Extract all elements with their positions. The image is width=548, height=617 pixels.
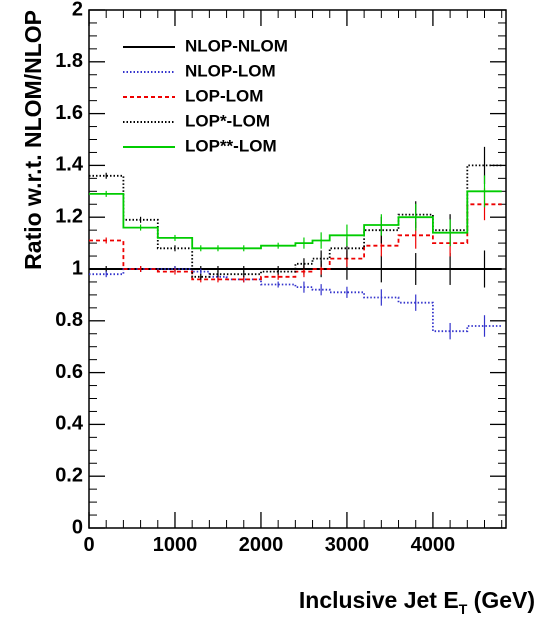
x-tick-label: 0 [83,534,94,556]
axis-ticks: 0 0.2 0.4 0.6 0.8 1 1.2 1.4 1.6 1.8 2 0 1000 2000 3000… [55,0,506,556]
legend: NLOP-NLOM NLOP-LOM LOP-LOM LOP*-LOM LOP**-LO… [123,36,288,155]
y-axis-title: Ratio w.r.t. NLOM/NLOP [20,10,46,270]
y-tick-label: 1.6 [55,102,83,124]
series-line-3 [89,164,502,278]
legend-label-4: LOP**-LOM [185,136,277,155]
legend-label-3: LOP*-LOM [185,111,270,130]
x-tick-label: 4000 [411,534,456,556]
y-tick-label: 1 [72,257,83,279]
legend-label-1: NLOP-LOM [185,61,276,80]
y-tick-label: 0.8 [55,309,83,331]
x-axis-title-unit: (GeV) [467,587,535,613]
x-axis-title-subscript: T [459,601,468,617]
y-tick-label: 1.2 [55,205,83,227]
y-tick-label: 0.2 [55,464,83,486]
x-tick-label: 2000 [239,534,284,556]
legend-label-0: NLOP-NLOM [185,36,288,55]
y-tick-label: 0 [72,516,83,538]
series-line-1 [89,268,502,333]
x-axis-title: Inclusive Jet ET (GeV) [299,587,535,617]
y-tick-label: 1.8 [55,50,83,72]
y-tick-label: 0.6 [55,361,83,383]
x-tick-label: 1000 [153,534,198,556]
y-tick-label: 2 [72,0,83,20]
legend-label-2: LOP-LOM [185,86,263,105]
x-tick-label: 3000 [325,534,370,556]
y-tick-label: 1.4 [55,154,84,176]
y-tick-label: 0.4 [55,413,84,435]
series-group [89,146,502,340]
